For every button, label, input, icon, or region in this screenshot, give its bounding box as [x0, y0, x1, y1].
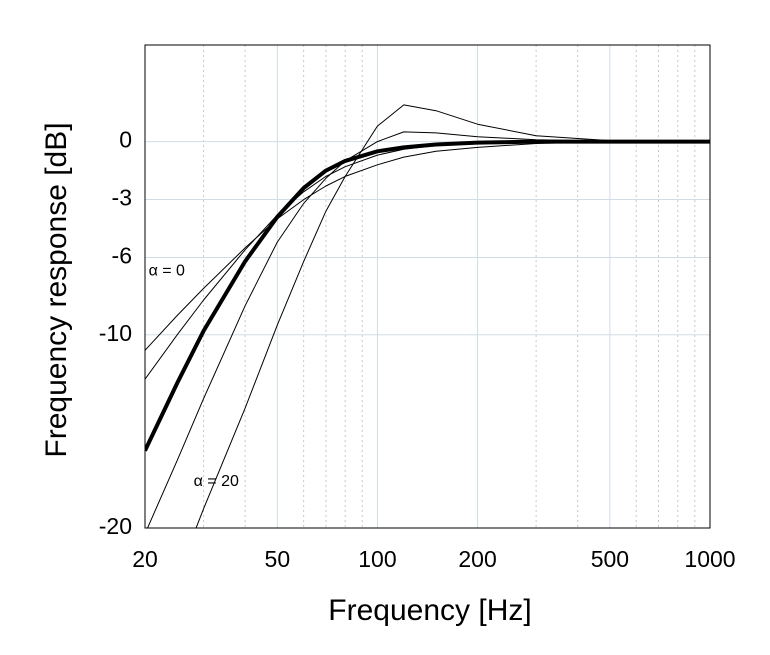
line — [195, 104, 710, 528]
y-tick-label: -10 — [99, 320, 132, 346]
line — [146, 131, 710, 528]
line — [145, 141, 710, 380]
annotation: α = 20 — [194, 473, 239, 490]
y-tick-label: 0 — [119, 127, 132, 153]
x-tick-label: 1000 — [684, 546, 735, 572]
x-tick-label: 20 — [132, 546, 158, 572]
y-tick-label: -3 — [112, 185, 132, 211]
y-tick-label: -20 — [99, 513, 132, 539]
line — [145, 139, 710, 452]
x-tick-label: 500 — [591, 546, 629, 572]
x-tick-label: 100 — [358, 546, 396, 572]
line — [145, 141, 710, 351]
y-axis-label: Frequency response [dB] — [40, 122, 73, 457]
y-tick-label: -6 — [112, 243, 132, 269]
x-tick-label: 200 — [458, 546, 496, 572]
annotation: α = 0 — [149, 262, 185, 279]
x-axis-label: Frequency [Hz] — [328, 594, 531, 627]
plot-area — [145, 104, 710, 528]
plot-frame — [144, 44, 711, 529]
x-tick-label: 50 — [265, 546, 291, 572]
